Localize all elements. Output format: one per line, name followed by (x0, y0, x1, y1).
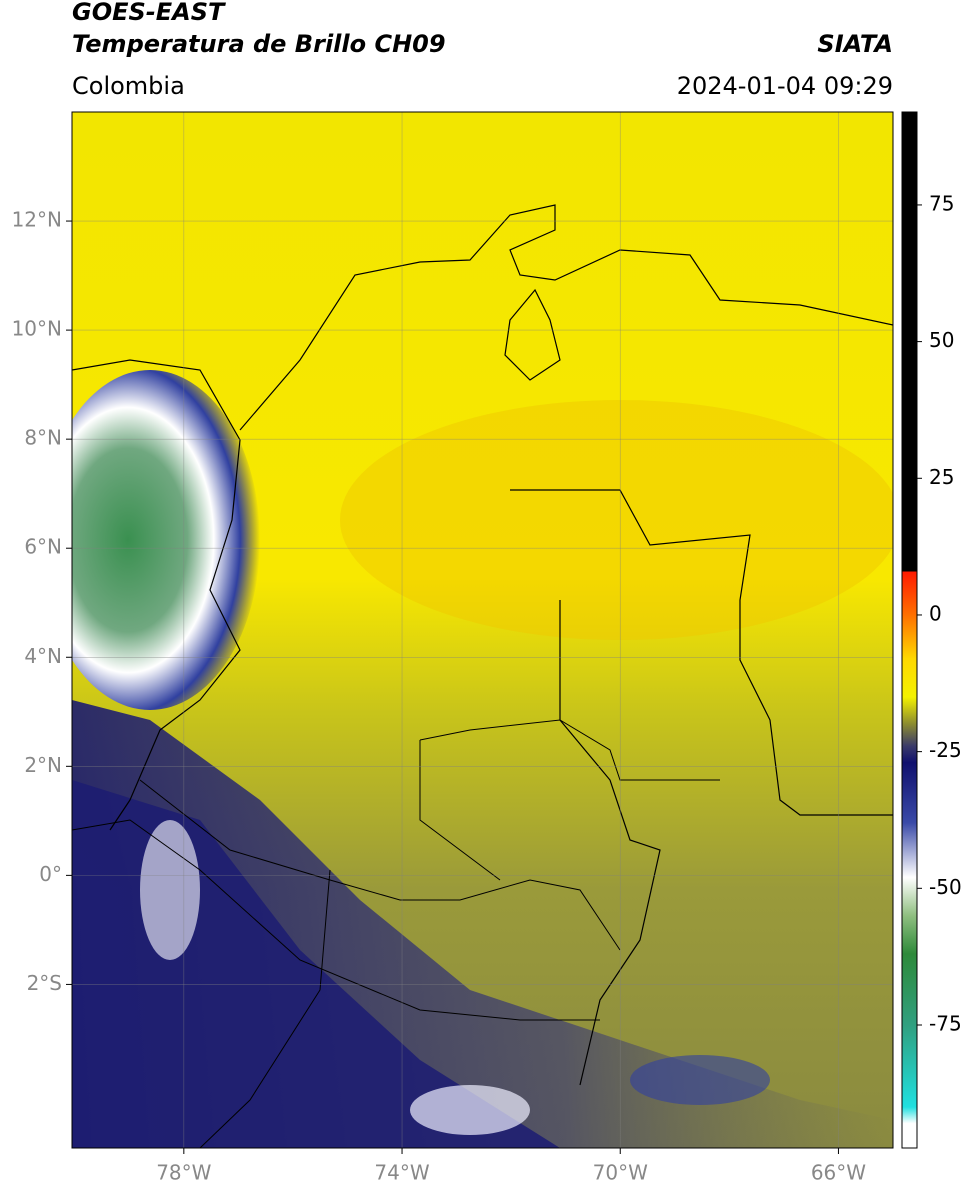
imagery (72, 112, 893, 1148)
y-tick-label: 6°N (24, 535, 62, 559)
y-tick-label: 2°S (27, 971, 62, 995)
region: Colombia (72, 72, 185, 100)
title: Temperatura de Brillo CH09 (72, 30, 446, 58)
x-tick-label: 70°W (593, 1161, 648, 1185)
colorbar-label: -25 (929, 738, 962, 762)
source: SIATA (817, 30, 893, 58)
colorbar-label: 50 (929, 328, 954, 352)
grid (72, 112, 893, 1148)
colorbar-label: 0 (929, 601, 942, 625)
colorbar-label: 25 (929, 465, 954, 489)
map-frame (71, 111, 894, 1149)
x-tick-label: 74°W (374, 1161, 429, 1185)
colorbar-label: -75 (929, 1011, 962, 1035)
y-tick-label: 12°N (12, 208, 62, 232)
x-tick-label: 78°W (156, 1161, 211, 1185)
y-tick-label: 8°N (24, 426, 62, 450)
datetime: 2024-01-04 09:29 (677, 72, 893, 100)
y-tick-label: 10°N (12, 317, 62, 341)
y-tick-label: 0° (39, 862, 62, 886)
title: GOES-EAST (72, 0, 226, 26)
colorbar (901, 111, 918, 1149)
x-tick-label: 66°W (811, 1161, 866, 1185)
colorbar-label: 75 (929, 191, 954, 215)
y-tick-label: 2°N (24, 753, 62, 777)
y-tick-label: 4°N (24, 644, 62, 668)
colorbar-label: -50 (929, 875, 962, 899)
